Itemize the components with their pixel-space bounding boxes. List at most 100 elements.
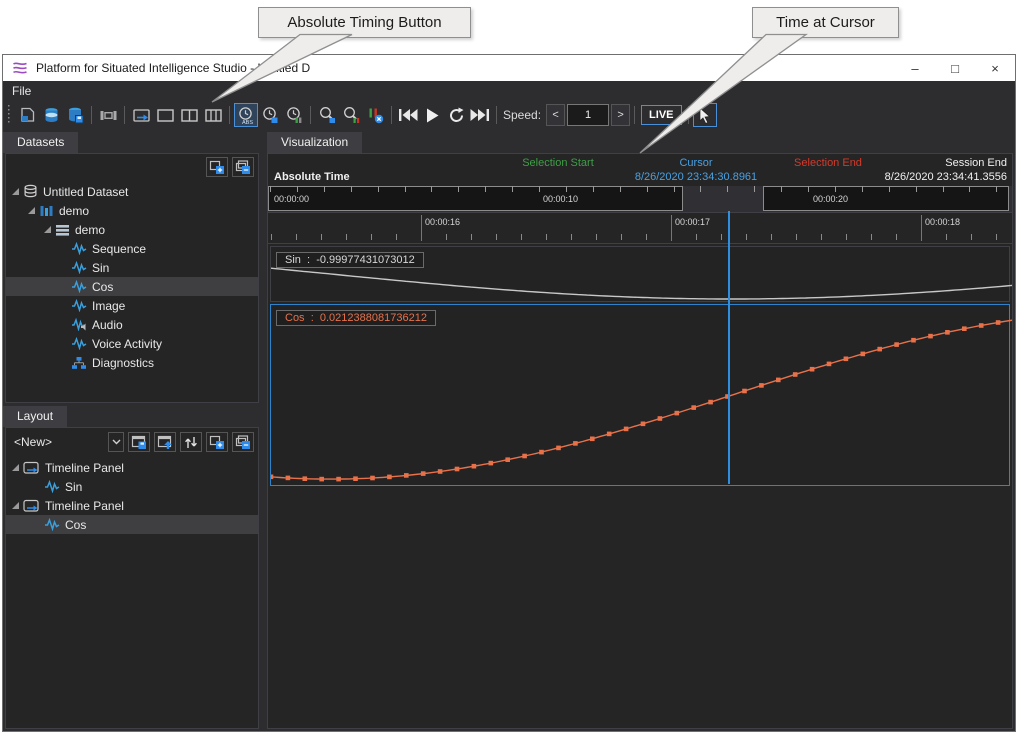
expand-all-icon xyxy=(209,160,225,175)
layout-expand-all-button[interactable] xyxy=(206,432,228,452)
maximize-button[interactable]: □ xyxy=(935,55,975,81)
save-dataset-button[interactable] xyxy=(63,103,87,127)
tab-visualization[interactable]: Visualization xyxy=(267,132,362,153)
play-pause-button[interactable] xyxy=(420,103,444,127)
expander-icon[interactable] xyxy=(12,188,19,195)
tree-item-stream-audio[interactable]: Audio xyxy=(6,315,258,334)
timing-relative-session-start-button[interactable] xyxy=(258,103,282,127)
session-overview-ruler[interactable]: 00:00:00 00:00:10 00:00:20 xyxy=(268,186,1012,212)
speed-increase-button[interactable]: > xyxy=(611,104,630,126)
title-bar: Platform for Situated Intelligence Studi… xyxy=(3,55,1015,81)
layout-dropdown-chevron[interactable] xyxy=(108,432,124,452)
insert-timeline-panel-button[interactable] xyxy=(129,103,153,127)
insert-3cell-panel-button[interactable] xyxy=(201,103,225,127)
tree-item-untitled-dataset[interactable]: Untitled Dataset xyxy=(6,182,258,201)
insert-2cell-panel-button[interactable] xyxy=(177,103,201,127)
tab-datasets[interactable]: Datasets xyxy=(3,132,78,153)
tree-item-stream-diagnostics[interactable]: Diagnostics xyxy=(6,353,258,372)
ruler-tick xyxy=(421,215,422,241)
left-column: Datasets xyxy=(3,129,261,733)
move-panel-button[interactable] xyxy=(180,432,202,452)
tree-item-stream-cos[interactable]: Cos xyxy=(6,277,258,296)
toolbar-grip[interactable] xyxy=(7,105,12,125)
absolute-timing-button[interactable]: ABS xyxy=(234,103,258,127)
ruler-tick xyxy=(396,234,397,240)
toolbar-separator xyxy=(634,106,635,124)
tab-layout[interactable]: Layout xyxy=(3,406,67,427)
ruler-tick xyxy=(512,186,513,192)
tree-item-stream-voice-activity[interactable]: Voice Activity xyxy=(6,334,258,353)
expander-icon[interactable] xyxy=(44,226,51,233)
session-timing-clock-icon xyxy=(261,106,280,125)
open-store-button[interactable] xyxy=(15,103,39,127)
layout-item-timeline-panel-1[interactable]: Timeline Panel xyxy=(6,458,258,477)
layout-item-timeline-panel-2[interactable]: Timeline Panel xyxy=(6,496,258,515)
callout-time-at-cursor: Time at Cursor xyxy=(752,7,899,38)
ruler-tick xyxy=(539,186,540,192)
move-to-end-button[interactable] xyxy=(468,103,492,127)
sin-timeline-panel[interactable]: Sin : -0.99977431073012 xyxy=(270,246,1010,302)
cursor-mode-button[interactable] xyxy=(693,103,717,127)
repeat-button[interactable] xyxy=(444,103,468,127)
insert-timeline-panel-icon xyxy=(132,106,151,125)
pointer-arrow-icon xyxy=(697,107,712,124)
speed-decrease-button[interactable]: < xyxy=(546,104,565,126)
expander-icon[interactable] xyxy=(28,207,35,214)
collapse-all-button[interactable] xyxy=(232,157,254,177)
layout-dropdown[interactable]: <New> xyxy=(10,435,104,449)
zoom-to-selection-button[interactable] xyxy=(339,103,363,127)
expander-icon[interactable] xyxy=(12,502,19,509)
clear-selection-button[interactable] xyxy=(363,103,387,127)
ruler-tick xyxy=(596,234,597,240)
delete-layout-button[interactable] xyxy=(154,432,176,452)
tree-item-stream-sin[interactable]: Sin xyxy=(6,258,258,277)
open-dataset-button[interactable] xyxy=(39,103,63,127)
live-button[interactable]: LIVE xyxy=(641,105,681,125)
export-psi-video-button[interactable] xyxy=(96,103,120,127)
menu-file[interactable]: File xyxy=(3,84,40,98)
speed-input[interactable] xyxy=(567,104,609,126)
ruler-tick xyxy=(889,186,890,192)
cursor-time-value: 8/26/2020 23:34:30.8961 xyxy=(596,171,796,183)
time-cursor-line[interactable] xyxy=(728,211,730,484)
ruler-tick xyxy=(721,234,722,240)
stream-icon xyxy=(71,299,87,312)
zoom-to-session-extents-button[interactable] xyxy=(315,103,339,127)
tree-item-stream-image[interactable]: Image xyxy=(6,296,258,315)
toolbar: ABS xyxy=(3,101,1015,129)
collapse-all-icon xyxy=(235,435,251,450)
ruler-tick xyxy=(896,234,897,240)
camera-icon xyxy=(99,106,118,125)
tree-item-session-demo[interactable]: demo xyxy=(6,201,258,220)
expand-all-button[interactable] xyxy=(206,157,228,177)
layout-item-cos[interactable]: Cos xyxy=(6,515,258,534)
save-layout-button[interactable] xyxy=(128,432,150,452)
datasets-section: Datasets xyxy=(3,129,261,403)
tree-item-stream-sequence[interactable]: Sequence xyxy=(6,239,258,258)
ruler-tick xyxy=(943,186,944,192)
layout-up-arrow-icon xyxy=(157,435,173,450)
insert-1cell-panel-button[interactable] xyxy=(153,103,177,127)
timing-relative-selection-start-button[interactable] xyxy=(282,103,306,127)
layout-collapse-all-button[interactable] xyxy=(232,432,254,452)
save-dataset-icon xyxy=(66,106,85,125)
tree-item-label: Diagnostics xyxy=(92,356,154,370)
skip-to-start-icon xyxy=(398,108,418,122)
visualization-container: Selection Start Cursor Selection End Ses… xyxy=(267,153,1013,729)
cos-timeline-panel[interactable]: Cos : 0.0212388081736212 xyxy=(270,304,1010,486)
clear-selection-icon xyxy=(366,106,385,125)
ruler-tick xyxy=(446,234,447,240)
close-button[interactable]: × xyxy=(975,55,1015,81)
zoomed-time-ruler[interactable]: 00:00:16 00:00:17 00:00:18 xyxy=(268,212,1012,244)
ruler-tick xyxy=(671,215,672,241)
speed-label: Speed: xyxy=(503,108,541,122)
tree-item-partition-demo[interactable]: demo xyxy=(6,220,258,239)
content-area: Datasets xyxy=(3,129,1015,733)
minimize-button[interactable]: – xyxy=(895,55,935,81)
move-to-selection-start-button[interactable] xyxy=(396,103,420,127)
sin-legend: Sin : -0.99977431073012 xyxy=(276,252,424,268)
expander-icon[interactable] xyxy=(12,464,19,471)
svg-text:ABS: ABS xyxy=(242,120,253,125)
layout-item-sin[interactable]: Sin xyxy=(6,477,258,496)
stream-icon xyxy=(44,480,60,493)
